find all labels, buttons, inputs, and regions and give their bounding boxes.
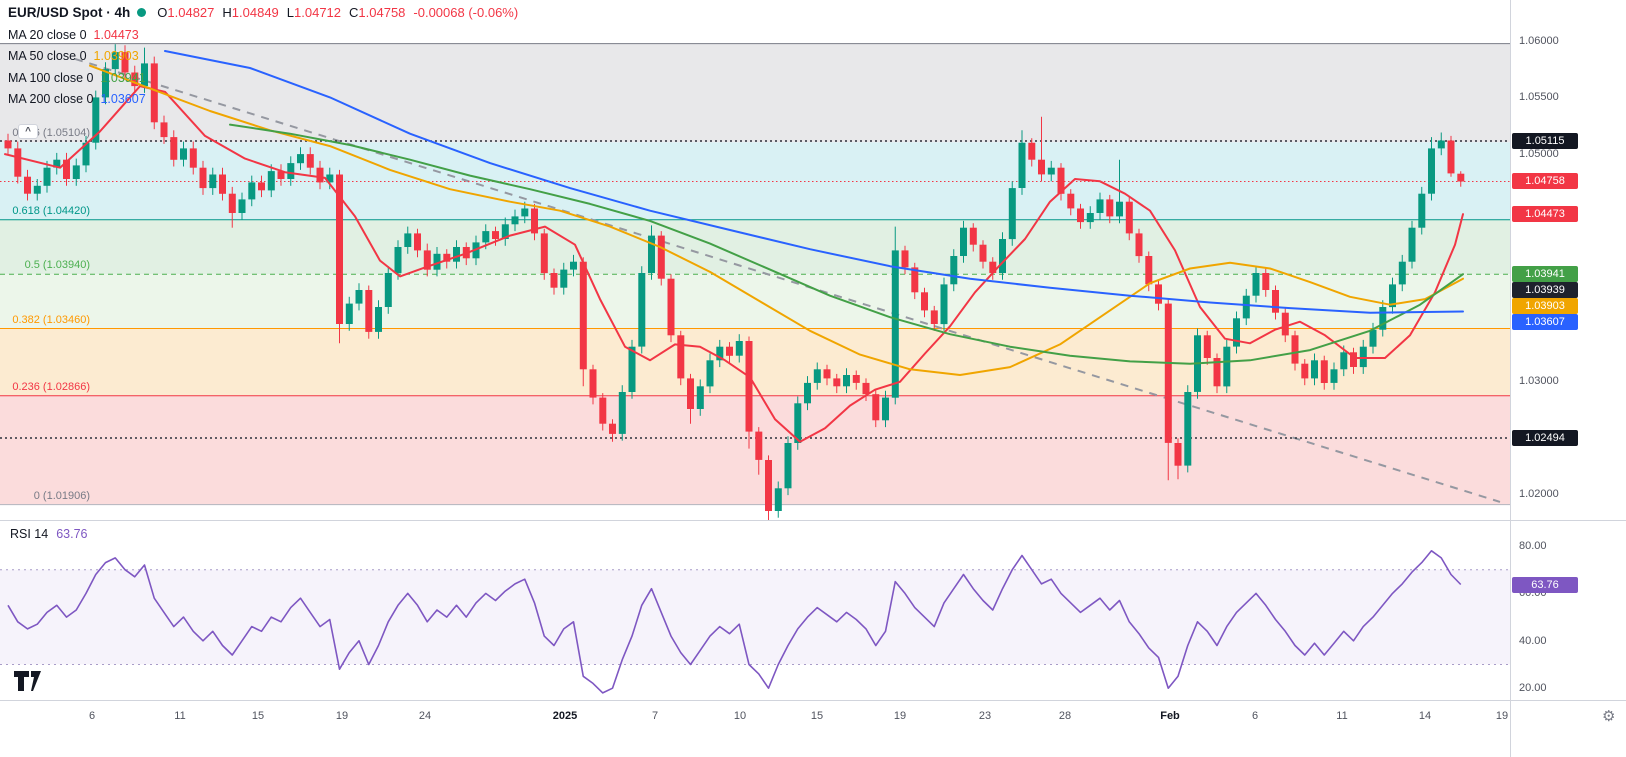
ma-200-line[interactable] <box>164 50 1464 314</box>
ohlc-values: O1.04827 H1.04849 L1.04712 C1.04758 -0.00068… <box>157 5 518 20</box>
indicator-label: MA 200 close 0 <box>8 92 94 106</box>
rsi-title: RSI 14 <box>10 527 49 541</box>
price-axis-label: 1.06000 <box>1519 35 1559 47</box>
ohlc-label: L1.04712 <box>286 5 342 20</box>
rsi-value: 63.76 <box>56 527 88 541</box>
fib-band <box>0 142 1510 220</box>
indicator-label: MA 20 close 0 <box>8 27 87 42</box>
fib-band <box>0 219 1510 275</box>
price-badge: 1.03903 <box>1512 298 1578 314</box>
ohlc-value: 1.04712 <box>294 5 342 20</box>
tradingview-logo[interactable] <box>12 664 46 694</box>
rsi-legend-row[interactable]: RSI 14 63.76 <box>10 527 88 541</box>
time-axis-label[interactable]: 19 <box>893 710 907 722</box>
time-axis-label[interactable]: Feb <box>1160 710 1180 722</box>
price-badge: 1.04758 <box>1512 173 1578 189</box>
market-status-icon <box>137 8 147 17</box>
ohlc-label: H1.04849 <box>222 5 279 20</box>
time-axis-label[interactable]: 24 <box>418 710 432 722</box>
price-axis-label: 1.02000 <box>1519 488 1559 500</box>
price-badge: 1.03939 <box>1512 282 1578 298</box>
price-badge: 1.04473 <box>1512 206 1578 222</box>
symbol-legend-row[interactable]: EUR/USD Spot · 4h O1.04827 H1.04849 L1.047… <box>8 5 518 20</box>
indicator-value: 1.03903 <box>93 49 139 63</box>
ohlc-value: 1.04849 <box>231 5 279 20</box>
time-axis-label[interactable]: 28 <box>1058 710 1072 722</box>
indicator-value: 1.03607 <box>100 92 146 106</box>
legend-collapse-button[interactable]: ^ <box>18 124 38 139</box>
price-badge: 1.03941 <box>1512 266 1578 282</box>
ohlc-label: C1.04758 <box>349 5 406 20</box>
indicator-value: 1.03941 <box>100 70 146 85</box>
candles[interactable] <box>4 44 1465 520</box>
time-axis-label[interactable]: 19 <box>335 710 349 722</box>
time-axis-label[interactable]: 10 <box>733 710 747 722</box>
time-axis-label[interactable]: 6 <box>88 710 96 722</box>
time-axis-label[interactable]: 2025 <box>552 710 578 722</box>
fib-band <box>0 395 1510 505</box>
indicator-label: MA 50 close 0 <box>8 49 87 63</box>
time-axis-label[interactable]: 15 <box>810 710 824 722</box>
rsi-band <box>0 569 1510 665</box>
time-axis-label[interactable]: 19 <box>1495 710 1509 722</box>
candlestick-chart[interactable] <box>0 0 1510 700</box>
time-axis-label[interactable]: 14 <box>1418 710 1432 722</box>
time-axis[interactable]: 6 11 15 19 24 2025 7 10 15 19 23 28 Feb 6 11 14 19 <box>0 701 1510 757</box>
price-axis-label: 1.03000 <box>1519 375 1559 387</box>
time-axis-label[interactable]: 23 <box>978 710 992 722</box>
time-axis-label[interactable]: 15 <box>251 710 265 722</box>
indicator-legend-row[interactable]: MA 20 close 0 1.04473 <box>8 28 518 42</box>
ma-50-line[interactable] <box>89 64 1464 376</box>
indicator-legend-row[interactable]: MA 200 close 0 1.03607 <box>8 92 518 106</box>
pane-separator[interactable] <box>0 520 1626 521</box>
rsi-line[interactable] <box>7 550 1462 694</box>
fib-band <box>0 43 1510 143</box>
time-axis-label[interactable]: 11 <box>174 710 186 722</box>
ma-20-line[interactable] <box>4 85 1464 443</box>
indicator-value: 1.04473 <box>93 27 139 42</box>
indicator-label: MA 100 close 0 <box>8 70 94 85</box>
price-axis-label: 1.05500 <box>1519 91 1559 103</box>
price-axis[interactable]: 1.06000 1.05500 1.05000 1.03000 1.02000 1.051… <box>1510 0 1626 757</box>
rsi-axis-label: 80.00 <box>1519 540 1547 552</box>
ohlc-value: 1.04758 <box>358 5 406 20</box>
ohlc-change: -0.00068 (-0.06%) <box>413 5 519 20</box>
time-axis-separator <box>0 700 1626 701</box>
gear-icon[interactable]: ⚙ <box>1596 706 1621 726</box>
indicator-legend-row[interactable]: MA 50 close 0 1.03903 <box>8 49 518 63</box>
symbol-title[interactable]: EUR/USD Spot · 4h <box>8 5 131 20</box>
price-badge: 1.02494 <box>1512 430 1578 446</box>
chart-legend: EUR/USD Spot · 4h O1.04827 H1.04849 L1.047… <box>8 5 518 106</box>
indicator-legend-list: MA 20 close 0 1.04473 MA 50 close 0 1.03903… <box>8 28 518 107</box>
time-axis-label[interactable]: 7 <box>651 710 659 722</box>
rsi-badge: 63.76 <box>1512 577 1578 593</box>
rsi-axis-label: 40.00 <box>1519 635 1547 647</box>
price-badge: 1.05115 <box>1512 133 1578 149</box>
time-axis-label[interactable]: 6 <box>1251 710 1259 722</box>
ma-100-line[interactable] <box>229 123 1464 365</box>
rsi-axis-label: 20.00 <box>1519 682 1547 694</box>
time-axis-label[interactable]: 11 <box>1336 710 1348 722</box>
price-badge: 1.03607 <box>1512 314 1578 330</box>
ohlc-label: O1.04827 <box>157 5 215 20</box>
indicator-legend-row[interactable]: MA 100 close 0 1.03941 <box>8 71 518 85</box>
ohlc-value: 1.04827 <box>167 5 215 20</box>
price-axis-label: 1.05000 <box>1519 148 1559 160</box>
